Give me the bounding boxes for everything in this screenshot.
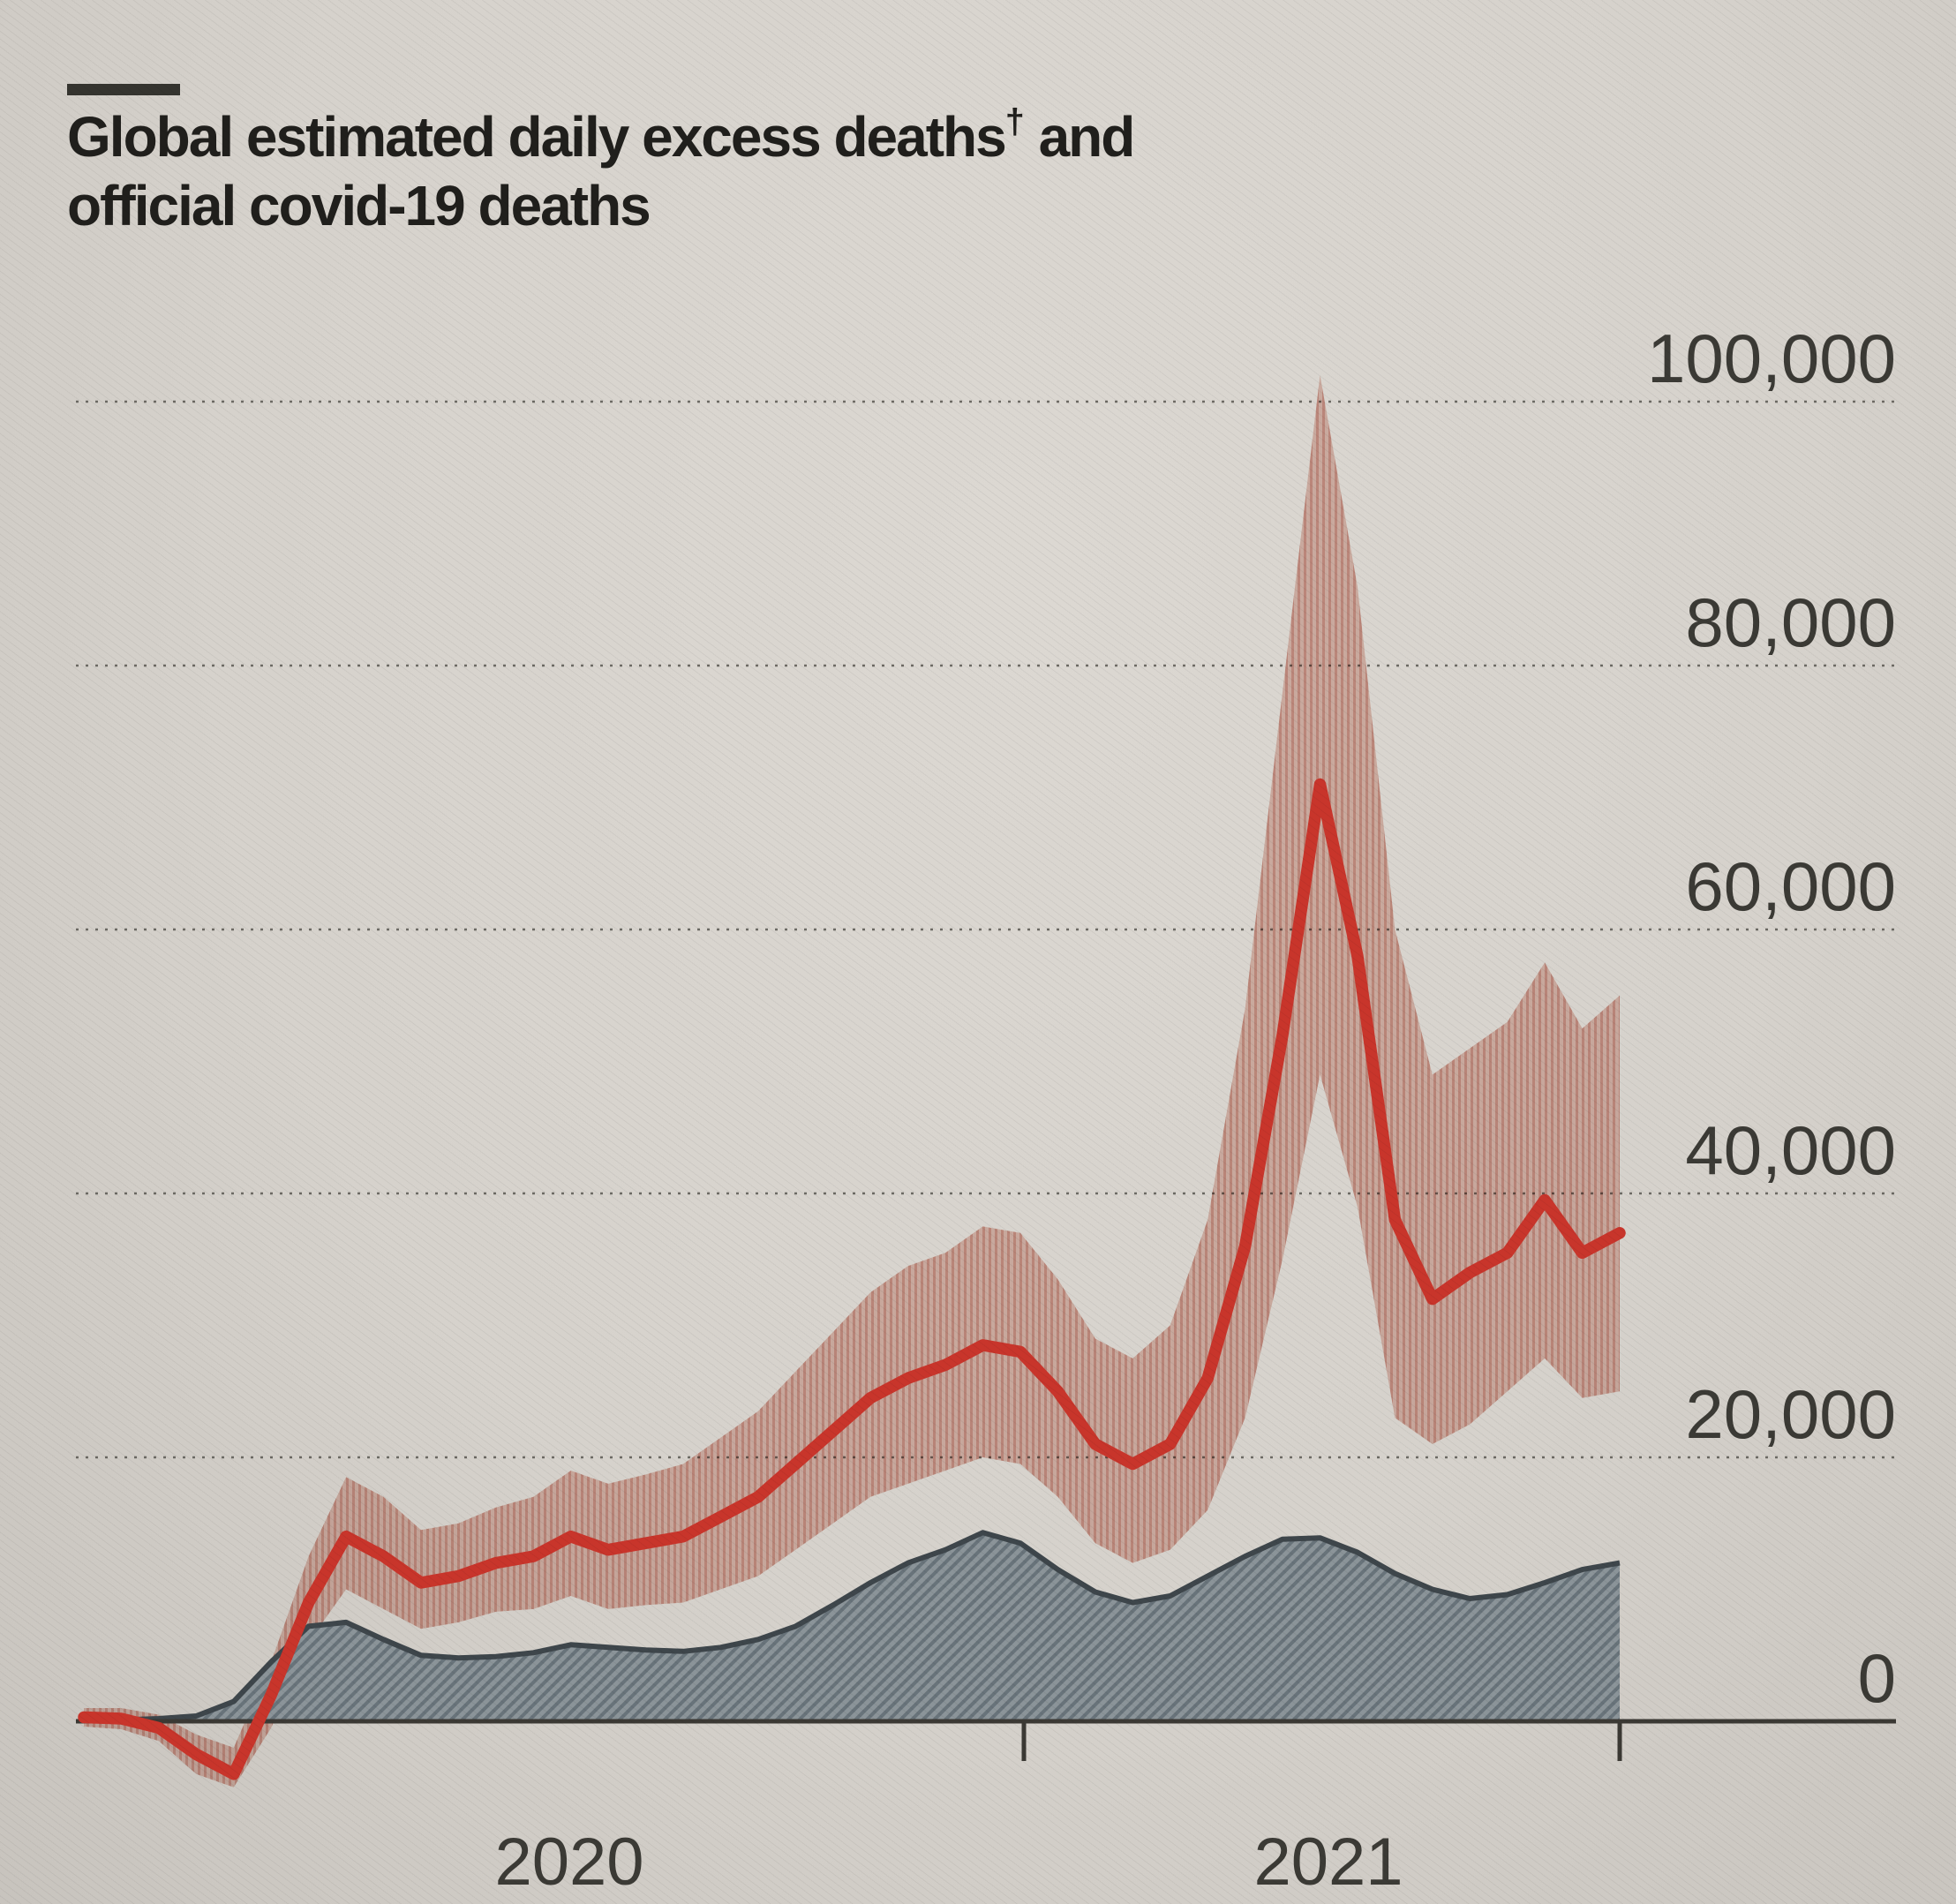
x-axis-label-2021: 2021 [1253, 1825, 1403, 1900]
dagger-footnote-marker: † [1004, 102, 1025, 141]
x-axis-labels: 2020 2021 [494, 1825, 1403, 1900]
excess-deaths-uncertainty-band [84, 375, 1620, 1787]
x-axis-label-2020: 2020 [494, 1825, 643, 1900]
y-axis-label-100000: 100,000 [1647, 320, 1896, 397]
y-axis-label-0: 0 [1858, 1639, 1896, 1717]
chart-title-line2: official covid-19 deaths [67, 174, 651, 238]
official-deaths-area-top-edge [83, 1530, 1621, 1724]
chart-title-line1: Global estimated daily excess deaths† an… [67, 102, 1135, 169]
y-axis-labels: 100,000 80,000 60,000 40,000 20,000 0 [1647, 320, 1896, 1717]
chart-title: Global estimated daily excess deaths† an… [67, 102, 1391, 240]
official-deaths-area [84, 1532, 1620, 1721]
y-axis-label-60000: 60,000 [1685, 847, 1896, 925]
title-rule [67, 84, 180, 95]
y-axis-label-20000: 20,000 [1685, 1375, 1896, 1453]
y-axis-label-40000: 40,000 [1685, 1111, 1896, 1189]
y-axis-label-80000: 80,000 [1685, 583, 1896, 661]
excess-deaths-central-line [78, 778, 1626, 1780]
x-axis-ticks [1021, 1721, 1622, 1761]
